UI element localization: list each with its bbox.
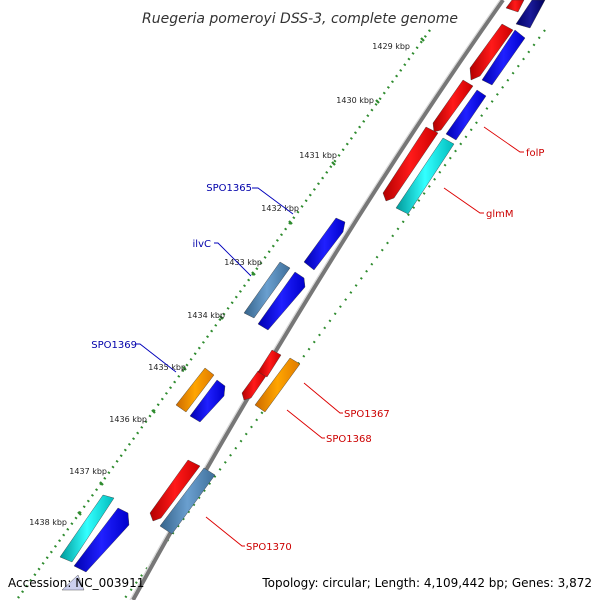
feature-glmm	[395, 137, 455, 215]
kbp-label: 1433 kbp	[224, 258, 262, 267]
feature-red-spo1370	[149, 459, 201, 522]
kbp-label: 1431 kbp	[299, 151, 337, 160]
inner-leaders	[136, 187, 294, 373]
feature-cyan-inner	[59, 494, 115, 563]
kbp-label: 1432 kbp	[261, 204, 299, 213]
feature-spo1369-orange	[175, 367, 215, 413]
tick-1437	[99, 481, 104, 486]
gene-label: SPO1368	[326, 434, 372, 445]
feature-spo1368	[254, 357, 301, 413]
kbp-label: 1434 kbp	[187, 311, 225, 320]
leader-ilvc	[214, 242, 252, 277]
gene-label: SPO1365	[206, 183, 252, 194]
feature-ilvc-pair	[257, 271, 306, 331]
kbp-label: 1438 kbp	[29, 518, 67, 527]
tick-1430	[375, 99, 380, 104]
kbp-label: 1430 kbp	[336, 96, 374, 105]
gene-label: SPO1367	[344, 409, 390, 420]
accession-text: Accession: NC_003911	[8, 576, 144, 590]
tick-1433	[251, 271, 256, 276]
gene-label: SPO1370	[246, 542, 292, 553]
leader-spo1365	[252, 187, 294, 215]
feature-top-navy	[515, 0, 546, 29]
leader-spo1369	[136, 343, 177, 373]
feature-spo1367-a	[241, 370, 267, 401]
outer-ring-dots	[124, 29, 546, 599]
feature-blue-folp	[445, 89, 487, 141]
topology-summary: Topology: circular; Length: 4,109,442 bp…	[261, 576, 592, 590]
kbp-label: 1437 kbp	[69, 467, 107, 476]
outer-leaders	[205, 126, 524, 547]
feature-blue-inner-bottom	[73, 507, 130, 573]
tick-1429	[420, 37, 425, 42]
leader-glmm	[443, 187, 484, 214]
kbp-labels: 1429 kbp 1430 kbp 1431 kbp 1432 kbp 1433…	[29, 42, 410, 527]
map-title: Ruegeria pomeroyi DSS-3, complete genome	[142, 11, 458, 27]
feature-spo1367-b	[257, 349, 282, 378]
leader-spo1368	[286, 409, 325, 439]
feature-blue-1	[481, 29, 526, 86]
tick-1431	[331, 161, 336, 166]
feature-spo1365	[303, 217, 346, 271]
outer-features	[149, 0, 546, 535]
feature-top-red	[505, 0, 525, 13]
inner-ring-dots	[17, 29, 431, 599]
gene-labels: folP glmM SPO1367 SPO1368 SPO1370 SPO136…	[91, 148, 544, 553]
gene-label: SPO1369	[91, 340, 137, 351]
tick-1436	[151, 409, 156, 414]
feature-ilvc	[243, 261, 291, 319]
inner-major-ticks	[77, 37, 425, 516]
kbp-label: 1429 kbp	[372, 42, 410, 51]
feature-spo1369-blue	[189, 379, 226, 423]
tick-1435	[182, 366, 187, 371]
inner-tick-ring	[17, 29, 431, 599]
tick-1432	[288, 220, 293, 225]
feature-pale-bottom	[61, 574, 85, 591]
kbp-label: 1435 kbp	[148, 363, 186, 372]
tick-1438	[77, 511, 82, 516]
gene-label: ilvC	[193, 239, 211, 250]
gene-label: glmM	[486, 209, 514, 220]
outer-tick-ring	[124, 29, 546, 599]
inner-features	[59, 217, 346, 591]
kbp-label: 1436 kbp	[109, 415, 147, 424]
feature-red-2	[432, 79, 474, 133]
gene-label: folP	[526, 148, 544, 159]
leader-spo1367	[303, 382, 343, 414]
feature-red-1	[469, 23, 514, 81]
tick-1434	[219, 315, 224, 320]
feature-red-3	[382, 126, 439, 202]
feature-spo1370	[159, 467, 216, 535]
leader-spo1370	[205, 516, 245, 547]
leader-folp	[483, 126, 524, 153]
